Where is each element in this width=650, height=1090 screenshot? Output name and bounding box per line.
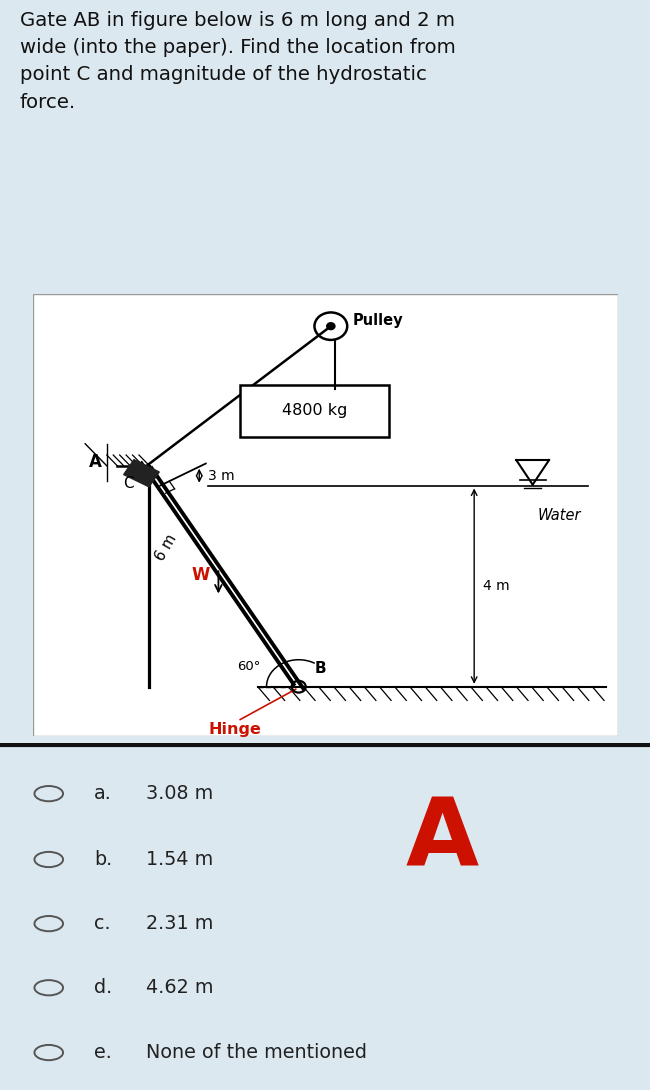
Polygon shape xyxy=(124,460,159,487)
Text: Gate AB in figure below is 6 m long and 2 m
wide (into the paper). Find the loca: Gate AB in figure below is 6 m long and … xyxy=(20,11,455,111)
Text: W: W xyxy=(192,567,210,584)
Text: A: A xyxy=(88,452,101,471)
Text: b.: b. xyxy=(94,850,112,869)
Text: d.: d. xyxy=(94,978,112,997)
Bar xyxy=(240,385,389,437)
Text: 4800 kg: 4800 kg xyxy=(282,403,348,419)
Text: a.: a. xyxy=(94,784,112,803)
Text: 1.54 m: 1.54 m xyxy=(146,850,213,869)
Text: Hinge: Hinge xyxy=(208,722,261,737)
Text: 4 m: 4 m xyxy=(483,579,510,593)
Text: 6 m: 6 m xyxy=(153,531,180,564)
Text: Pulley: Pulley xyxy=(353,313,404,328)
Text: None of the mentioned: None of the mentioned xyxy=(146,1043,367,1062)
Text: 3.08 m: 3.08 m xyxy=(146,784,213,803)
Text: 60°: 60° xyxy=(237,659,261,673)
Text: 4.62 m: 4.62 m xyxy=(146,978,214,997)
Circle shape xyxy=(327,323,335,329)
Text: 3 m: 3 m xyxy=(208,469,235,483)
Text: c.: c. xyxy=(94,915,111,933)
Text: e.: e. xyxy=(94,1043,112,1062)
Text: 2.31 m: 2.31 m xyxy=(146,915,214,933)
Text: B: B xyxy=(315,661,327,676)
Text: A: A xyxy=(406,795,478,886)
Text: Water: Water xyxy=(538,508,580,523)
Text: C: C xyxy=(124,475,134,490)
